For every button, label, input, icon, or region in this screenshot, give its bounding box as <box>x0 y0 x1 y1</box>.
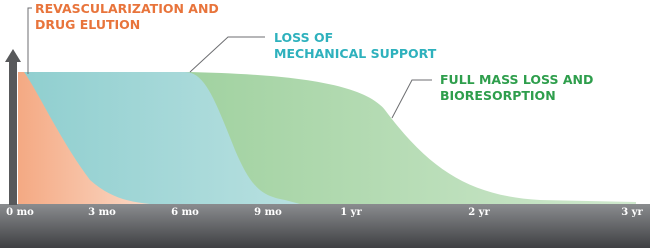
leader-line <box>391 79 432 119</box>
tick-label: 3 yr <box>621 207 643 218</box>
annotation: DRUG ELUTION <box>35 17 140 32</box>
time-axis: 0 mo 3 mo 6 mo 9 mo 1 yr 2 yr 3 yr <box>6 207 643 218</box>
annotation: FULL MASS LOSS AND <box>440 72 593 87</box>
drug-elution-area <box>18 72 150 204</box>
leader-line <box>189 36 265 73</box>
tick-label: 6 mo <box>171 207 199 218</box>
tick-label: 0 mo <box>6 207 34 218</box>
tick-label: 3 mo <box>88 207 116 218</box>
tick-label: 9 mo <box>254 207 282 218</box>
mechanical-support-area <box>18 72 300 204</box>
annotation: REVASCULARIZATION AND <box>35 1 219 16</box>
y-axis-arrow <box>9 60 17 205</box>
annotation: LOSS OF <box>274 30 333 45</box>
annotation: BIORESORPTION <box>440 88 556 103</box>
arrow-head <box>5 49 21 62</box>
annotation: MECHANICAL SUPPORT <box>274 46 437 61</box>
tick-label: 2 yr <box>468 207 490 218</box>
tick-label: 1 yr <box>340 207 362 218</box>
leader-line <box>27 7 32 74</box>
time-band <box>0 204 650 248</box>
